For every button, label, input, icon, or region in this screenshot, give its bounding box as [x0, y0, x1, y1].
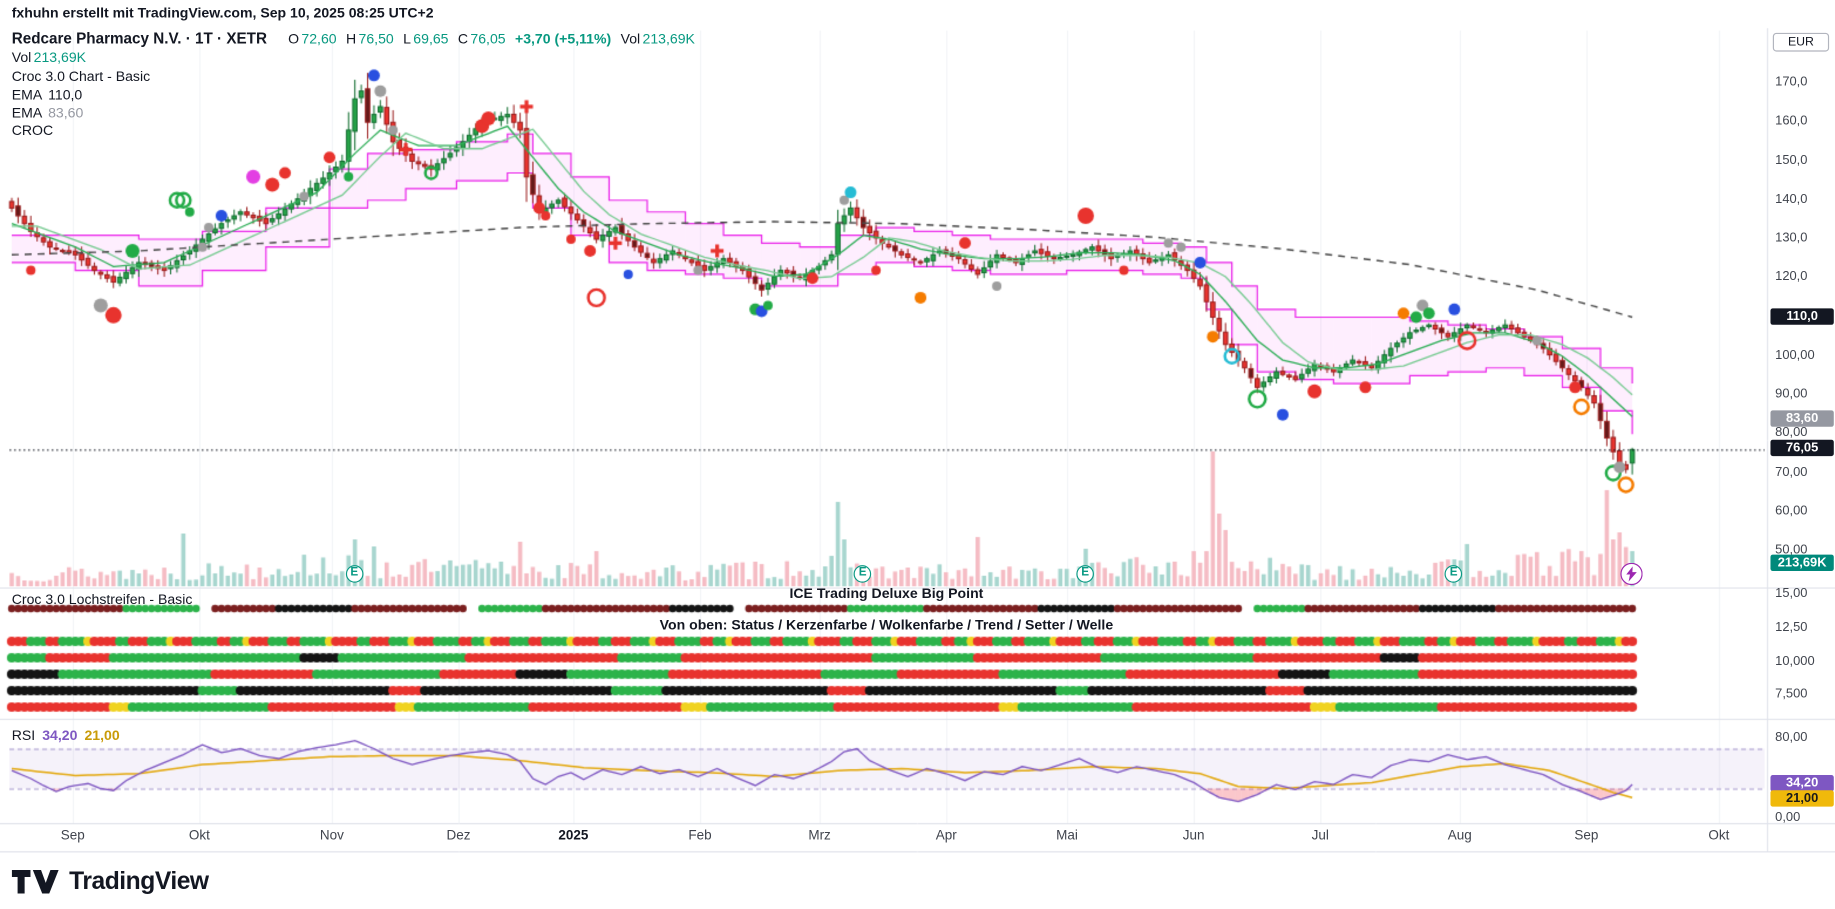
rsi-axis-badge: 21,00: [1770, 790, 1834, 807]
ema83-value: 83,60: [48, 104, 84, 121]
legend-vol-label: Vol: [11, 49, 32, 66]
ema110-value: 110,0: [48, 86, 83, 104]
price-tick-label: 60,00: [1775, 504, 1808, 519]
price-axis-badge: 76,05: [1770, 439, 1834, 457]
legend-ema110[interactable]: EMA 110,0: [12, 87, 83, 103]
lightning-badge[interactable]: [1620, 562, 1643, 586]
legend-volume-row[interactable]: Vol 213,69K: [12, 49, 86, 65]
tradingview-logo-icon: [11, 869, 59, 893]
time-axis-label: Dez: [446, 828, 471, 844]
price-tick-label: 140,0: [1775, 192, 1808, 207]
croc-label: CROC: [11, 121, 54, 139]
price-axis-badge: 83,60: [1770, 410, 1834, 427]
earnings-badge[interactable]: E: [345, 565, 364, 583]
rsi-tick-label: 0,00: [1775, 810, 1801, 825]
time-axis-label: Sep: [1574, 828, 1599, 844]
price-axis-badge: 110,0: [1770, 308, 1834, 325]
loch-tick-label: 7,500: [1775, 687, 1808, 702]
price-tick-label: 90,00: [1775, 386, 1808, 401]
attribution-text: fxhuhn erstellt mit TradingView.com, Sep…: [11, 4, 434, 22]
price-tick-label: 80,00: [1775, 425, 1808, 440]
price-tick-label: 120,0: [1775, 269, 1808, 284]
price-tick-label: 130,0: [1775, 230, 1808, 246]
loch-panel-title[interactable]: Croc 3.0 Lochstreifen - Basic: [11, 590, 193, 608]
tradingview-logo-text: TradingView: [69, 867, 209, 895]
high-label: H: [345, 30, 357, 47]
earnings-badge[interactable]: E: [853, 565, 872, 583]
low-value: 69,65: [413, 30, 449, 47]
change-value: +3,70 (+5,11%): [514, 30, 612, 47]
open-label: O: [288, 30, 300, 47]
price-tick-label: 150,0: [1775, 153, 1808, 168]
time-axis-label: Aug: [1447, 828, 1472, 844]
croc-study-title: Croc 3.0 Chart - Basic: [11, 68, 151, 85]
time-axis-label: Feb: [688, 828, 712, 844]
legend-vol-value: 213,69K: [33, 49, 87, 66]
rsi-label: RSI: [11, 726, 36, 744]
rsi-value: 34,20: [42, 726, 78, 744]
close-value: 76,05: [470, 30, 506, 47]
time-axis-label: Jul: [1311, 828, 1329, 844]
rsi-axis-badge: 34,20: [1770, 775, 1834, 792]
ema83-label: EMA: [11, 104, 43, 121]
chart-header: Redcare Pharmacy N.V. · 1T · XETR O 72,60 H…: [12, 29, 695, 47]
earnings-badge[interactable]: E: [1076, 565, 1094, 583]
rsi-signal-value: 21,00: [84, 726, 120, 744]
rsi-legend[interactable]: RSI 34,20 21,00: [12, 727, 120, 743]
close-label: C: [457, 30, 469, 47]
earnings-badge[interactable]: E: [1444, 565, 1463, 583]
high-value: 76,50: [358, 30, 394, 47]
loch-center-line2: Von oben: Status / Kerzenfarbe / Wolkenf…: [659, 616, 1114, 634]
time-axis-label: 2025: [558, 828, 589, 844]
time-axis-label: Apr: [935, 828, 957, 844]
price-tick-label: 70,00: [1775, 465, 1808, 480]
legend-croc-row[interactable]: CROC: [12, 122, 53, 138]
legend-croc-chart[interactable]: Croc 3.0 Chart - Basic: [12, 68, 150, 84]
loch-tick-label: 10,000: [1775, 654, 1815, 669]
loch-tick-label: 12,50: [1775, 620, 1808, 635]
time-axis-label: Sep: [60, 828, 85, 844]
price-tick-label: 170,0: [1775, 75, 1808, 90]
ema110-label: EMA: [11, 86, 43, 104]
price-tick-label: 160,0: [1775, 113, 1808, 128]
loch-center-line1: ICE Trading Deluxe Big Point: [789, 585, 984, 602]
time-axis-label: Mai: [1056, 828, 1078, 844]
legend-ema83[interactable]: EMA 83,60: [12, 104, 84, 120]
open-value: 72,60: [301, 30, 337, 47]
loch-tick-label: 15,00: [1775, 586, 1808, 601]
time-axis-label: Okt: [1708, 828, 1730, 844]
lightning-icon: [1626, 566, 1637, 582]
time-axis: Sep Okt Nov Dez 2025 Feb Mrz Apr Mai Jun Jul Aug Sep…: [0, 829, 1835, 850]
time-axis-label: Jun: [1182, 828, 1205, 844]
time-axis-label: Mrz: [808, 828, 831, 844]
price-axis-badge: 213,69K: [1770, 554, 1834, 572]
price-axis: EUR 170,0 160,0 150,0 140,0 130,0 120,0 100,00…: [1767, 0, 1835, 909]
header-vol-value: 213,69K: [642, 30, 695, 47]
time-axis-label: Nov: [319, 828, 344, 844]
rsi-tick-label: 80,00: [1775, 730, 1808, 745]
tradingview-logo[interactable]: TradingView: [11, 867, 209, 896]
price-tick-label: 50,00: [1775, 542, 1808, 557]
currency-box[interactable]: EUR: [1772, 32, 1830, 52]
low-label: L: [403, 30, 411, 47]
price-tick-label: 100,00: [1775, 348, 1815, 363]
time-axis-label: Okt: [188, 828, 210, 844]
header-vol-label: Vol: [620, 30, 641, 47]
symbol-title[interactable]: Redcare Pharmacy N.V. · 1T · XETR: [11, 29, 268, 47]
